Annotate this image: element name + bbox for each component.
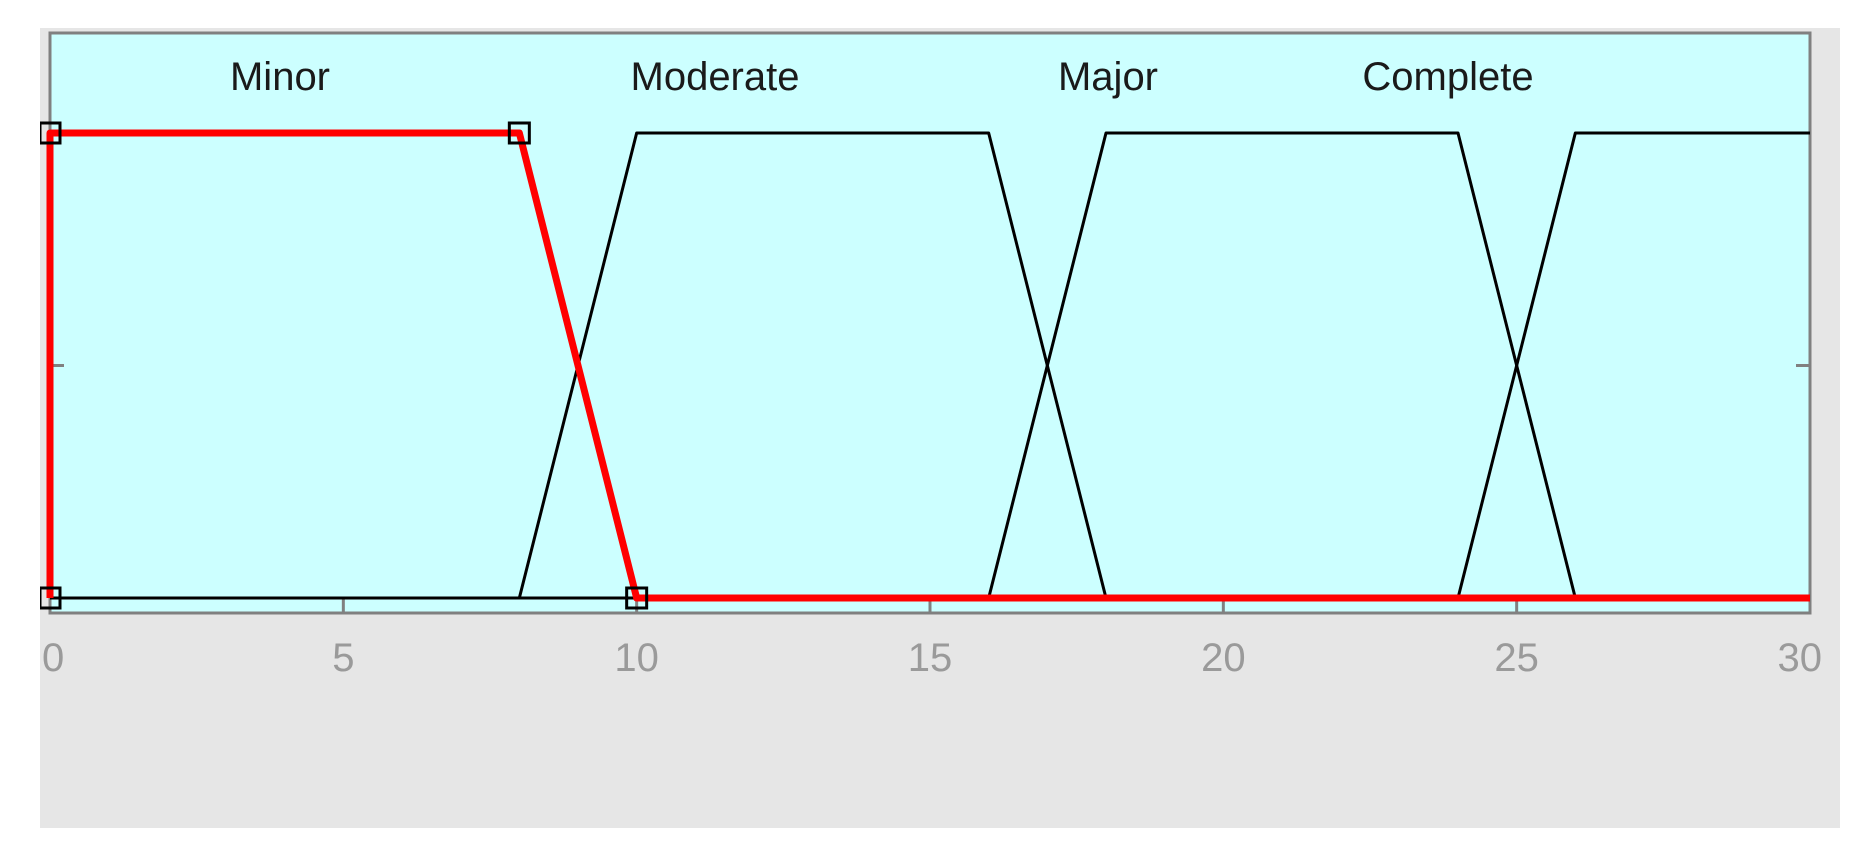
- vertex-handle: [625, 586, 649, 610]
- x-tick-label: 0: [42, 636, 64, 680]
- mf-label-moderate: Moderate: [631, 55, 800, 99]
- vertex-handle: [507, 121, 531, 145]
- mf-plot-frame: Minor Moderate Major Complete 0 5 10 15 20 25 30: [40, 28, 1840, 828]
- x-tick-label: 25: [1494, 636, 1539, 680]
- membership-function-chart[interactable]: Minor Moderate Major Complete 0 5 10 15 20 25 30: [40, 28, 1840, 828]
- vertex-handle: [40, 586, 62, 610]
- x-tick-label: 5: [332, 636, 354, 680]
- series-labels: Minor Moderate Major Complete: [230, 55, 1534, 99]
- x-tick-label: 10: [614, 636, 659, 680]
- x-tick-labels: 0 5 10 15 20 25 30: [42, 636, 1822, 680]
- axis-ticks: [48, 364, 1812, 613]
- mf-line-minor: [46, 129, 1810, 602]
- series-lines: [46, 129, 1810, 602]
- x-tick-label: 20: [1201, 636, 1246, 680]
- mf-label-complete: Complete: [1362, 55, 1533, 99]
- vertex-handles: [40, 121, 649, 610]
- x-tick-label: 30: [1778, 636, 1823, 680]
- x-tick-label: 15: [908, 636, 953, 680]
- vertex-handle: [40, 121, 62, 145]
- mf-label-minor: Minor: [230, 55, 330, 99]
- plot-area[interactable]: [48, 31, 1812, 615]
- mf-label-major: Major: [1058, 55, 1158, 99]
